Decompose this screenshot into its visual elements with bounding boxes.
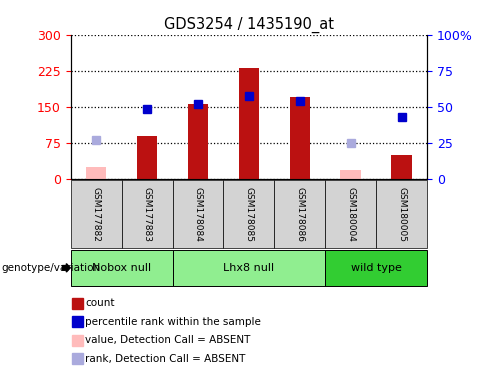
Bar xyxy=(239,68,259,179)
Text: GSM180005: GSM180005 xyxy=(397,187,406,242)
Bar xyxy=(391,155,412,179)
Text: GSM177883: GSM177883 xyxy=(142,187,152,242)
Text: GSM177882: GSM177882 xyxy=(92,187,101,242)
Text: genotype/variation: genotype/variation xyxy=(1,263,100,273)
Text: GSM178086: GSM178086 xyxy=(295,187,305,242)
Text: count: count xyxy=(85,298,115,308)
Bar xyxy=(86,167,106,179)
Text: GSM180004: GSM180004 xyxy=(346,187,355,242)
Text: percentile rank within the sample: percentile rank within the sample xyxy=(85,317,261,327)
Title: GDS3254 / 1435190_at: GDS3254 / 1435190_at xyxy=(164,17,334,33)
Bar xyxy=(137,136,157,179)
Text: GSM178085: GSM178085 xyxy=(244,187,253,242)
Bar xyxy=(188,104,208,179)
Bar xyxy=(341,170,361,179)
Text: rank, Detection Call = ABSENT: rank, Detection Call = ABSENT xyxy=(85,354,246,364)
Text: wild type: wild type xyxy=(351,263,402,273)
Text: Lhx8 null: Lhx8 null xyxy=(224,263,274,273)
Text: Nobox null: Nobox null xyxy=(92,263,151,273)
Text: value, Detection Call = ABSENT: value, Detection Call = ABSENT xyxy=(85,335,251,345)
Text: GSM178084: GSM178084 xyxy=(193,187,203,242)
Bar xyxy=(289,97,310,179)
